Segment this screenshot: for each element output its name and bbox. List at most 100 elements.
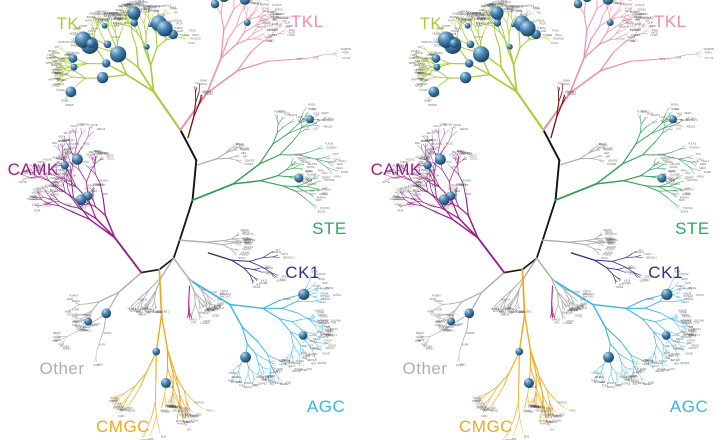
svg-text:NEQU: NEQU (67, 138, 75, 142)
svg-text:HOL3: HOL3 (601, 256, 609, 260)
svg-text:QISE: QISE (516, 9, 523, 13)
svg-text:SIP3: SIP3 (408, 61, 414, 65)
svg-text:RAGA: RAGA (265, 35, 273, 39)
svg-text:YELAL: YELAL (426, 152, 435, 156)
svg-text:HIY: HIY (187, 428, 192, 432)
svg-text:YULA2: YULA2 (688, 141, 697, 145)
svg-text:TICI: TICI (696, 152, 701, 156)
svg-text:YUKI2: YUKI2 (414, 193, 422, 197)
svg-text:PAPOG: PAPOG (558, 400, 567, 404)
svg-text:YOVAL: YOVAL (591, 371, 600, 375)
svg-text:TAXU: TAXU (189, 28, 196, 32)
svg-text:TOVA: TOVA (551, 41, 558, 45)
svg-text:RIJ: RIJ (537, 11, 542, 15)
svg-text:YOQ: YOQ (451, 165, 457, 169)
svg-text:TAV: TAV (414, 184, 419, 188)
svg-text:VUQIR3: VUQIR3 (306, 182, 317, 186)
svg-text:QAC3: QAC3 (396, 188, 404, 192)
svg-text:CECI: CECI (631, 39, 638, 43)
svg-text:VASO3: VASO3 (240, 148, 249, 152)
svg-text:TAV: TAV (51, 184, 56, 188)
svg-text:TAGEQ: TAGEQ (48, 49, 57, 53)
svg-text:SOMIY: SOMIY (466, 331, 475, 335)
svg-text:SOS: SOS (659, 57, 665, 61)
svg-text:HEP3: HEP3 (423, 157, 431, 161)
svg-text:MAP: MAP (337, 162, 343, 166)
svg-text:HEN2: HEN2 (253, 285, 261, 289)
svg-text:YIGIY: YIGIY (47, 53, 54, 57)
svg-text:JOMOP: JOMOP (607, 381, 617, 385)
svg-text:YIX: YIX (627, 0, 632, 2)
svg-text:QIDU2: QIDU2 (430, 184, 439, 188)
svg-text:RUD1: RUD1 (671, 102, 679, 106)
svg-text:NAC: NAC (562, 311, 568, 315)
svg-text:CECI: CECI (268, 39, 275, 43)
svg-text:FUSUX: FUSUX (272, 3, 281, 7)
svg-text:RUD1: RUD1 (308, 102, 316, 106)
svg-text:LOSE3: LOSE3 (563, 321, 572, 325)
svg-text:VUQIR3: VUQIR3 (669, 182, 680, 186)
svg-text:PUNI: PUNI (53, 156, 60, 160)
svg-text:KUJ: KUJ (69, 208, 75, 212)
svg-text:XAK1: XAK1 (533, 6, 540, 10)
svg-text:GOYE: GOYE (382, 180, 390, 184)
svg-text:TISO2: TISO2 (681, 313, 689, 317)
svg-text:PUBU2: PUBU2 (603, 253, 613, 257)
svg-text:XAQOV: XAQOV (242, 247, 252, 251)
svg-text:JEL: JEL (673, 189, 678, 193)
svg-text:NUS: NUS (302, 356, 308, 360)
svg-text:GAR: GAR (540, 29, 546, 33)
svg-text:PUBU2: PUBU2 (240, 253, 250, 257)
svg-text:WEJAH: WEJAH (323, 117, 333, 121)
svg-text:KEVU: KEVU (427, 203, 434, 207)
svg-text:TOVA: TOVA (188, 41, 195, 45)
svg-text:BETEQ: BETEQ (308, 358, 317, 362)
svg-text:VIWU: VIWU (334, 174, 341, 178)
svg-text:RUQUT3: RUQUT3 (605, 232, 617, 236)
svg-text:WUJIL: WUJIL (688, 328, 697, 332)
svg-text:YATA2: YATA2 (619, 375, 627, 379)
svg-text:GOYE: GOYE (19, 180, 27, 184)
svg-text:RUZI: RUZI (540, 22, 547, 26)
svg-text:BIJ2: BIJ2 (161, 435, 167, 439)
svg-text:NEV: NEV (426, 72, 432, 76)
svg-text:WEMUF: WEMUF (113, 405, 124, 409)
svg-text:SEHAZ: SEHAZ (317, 361, 326, 365)
svg-text:CICO2: CICO2 (474, 35, 483, 39)
svg-text:MIJIZ: MIJIZ (446, 141, 453, 145)
svg-text:LOSE3: LOSE3 (200, 321, 209, 325)
svg-text:ZUDIQ: ZUDIQ (502, 0, 510, 4)
svg-text:RIHEP: RIHEP (428, 103, 436, 107)
svg-text:GOGIJ: GOGIJ (685, 187, 694, 191)
svg-text:QAME: QAME (682, 192, 690, 196)
svg-text:TUNAF: TUNAF (419, 88, 428, 92)
svg-text:BIJ2: BIJ2 (524, 435, 530, 439)
svg-text:SOJ: SOJ (58, 78, 64, 82)
svg-text:HEP3: HEP3 (60, 157, 68, 161)
svg-text:COLE3: COLE3 (542, 413, 551, 417)
svg-text:REMEY1: REMEY1 (689, 333, 701, 337)
svg-text:RIBAH1: RIBAH1 (682, 321, 692, 325)
svg-text:YIGIY: YIGIY (410, 53, 417, 57)
svg-text:WEP3: WEP3 (658, 153, 666, 157)
svg-text:FUSUX: FUSUX (635, 3, 644, 7)
svg-text:VAN: VAN (685, 171, 690, 175)
svg-text:SOMIY: SOMIY (103, 331, 112, 335)
svg-text:CER2: CER2 (699, 166, 707, 170)
svg-text:QIWUW: QIWUW (99, 151, 109, 155)
svg-text:VAVAL: VAVAL (454, 26, 463, 30)
svg-text:XIP: XIP (418, 45, 423, 49)
svg-text:SUSE: SUSE (322, 352, 330, 356)
svg-text:DESI2: DESI2 (413, 188, 421, 192)
svg-text:YIX: YIX (264, 0, 269, 2)
svg-text:NEV: NEV (63, 72, 69, 76)
svg-text:VAWEQ: VAWEQ (484, 2, 494, 6)
svg-text:TAWU3: TAWU3 (68, 130, 78, 134)
svg-text:WUJIL: WUJIL (325, 328, 334, 332)
svg-text:LEXE: LEXE (280, 362, 287, 366)
svg-text:BEPIG: BEPIG (293, 369, 301, 373)
svg-text:XOXE: XOXE (453, 123, 461, 127)
svg-text:XITO: XITO (29, 195, 35, 199)
svg-text:GEZE: GEZE (212, 314, 220, 318)
svg-text:COLE3: COLE3 (179, 413, 188, 417)
